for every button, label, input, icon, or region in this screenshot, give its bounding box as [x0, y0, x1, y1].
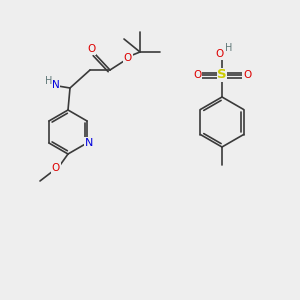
Text: O: O [87, 44, 95, 54]
Text: O: O [216, 49, 224, 59]
Text: S: S [217, 68, 227, 82]
Text: O: O [52, 163, 60, 173]
Text: O: O [193, 70, 201, 80]
Text: N: N [52, 80, 60, 90]
Text: H: H [225, 43, 233, 53]
Text: N: N [85, 138, 93, 148]
Text: O: O [243, 70, 251, 80]
Text: H: H [45, 76, 53, 86]
Text: O: O [124, 53, 132, 63]
